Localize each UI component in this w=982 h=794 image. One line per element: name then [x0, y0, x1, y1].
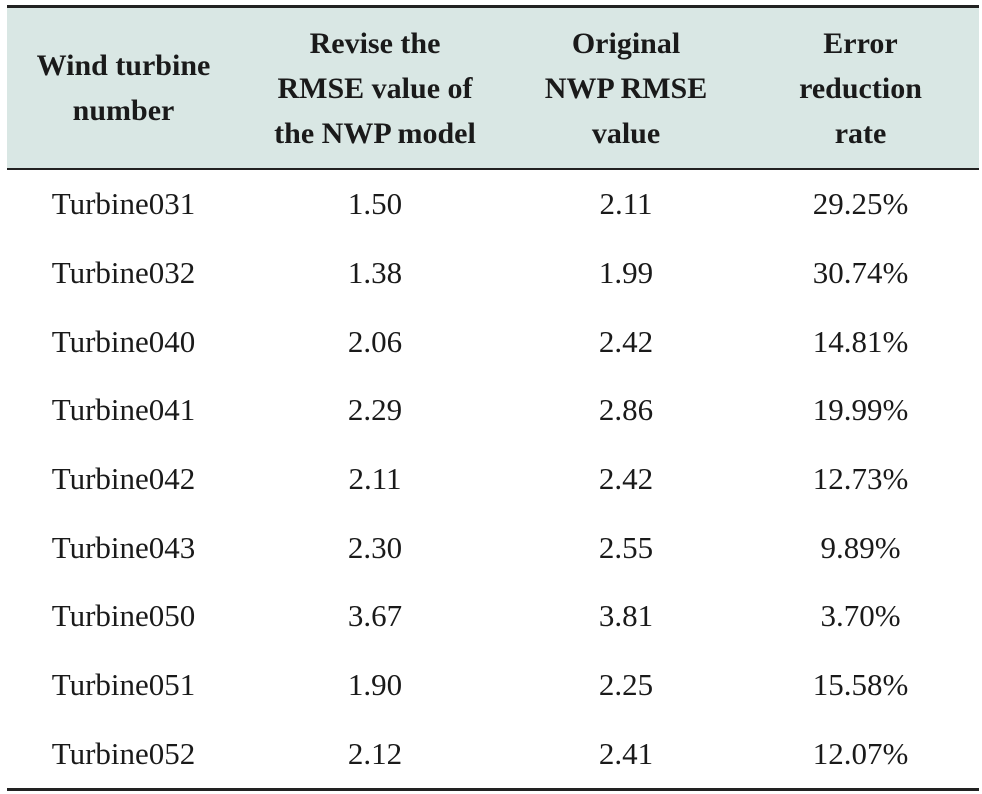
cell-revised-rmse: 2.11 [240, 445, 510, 514]
rmse-comparison-table-container: Wind turbine number Revise the RMSE valu… [7, 5, 979, 791]
cell-revised-rmse: 2.30 [240, 513, 510, 582]
cell-original-rmse: 3.81 [510, 582, 742, 651]
header-line: NWP RMSE [516, 66, 736, 111]
table-row: Turbine043 2.30 2.55 9.89% [7, 513, 979, 582]
cell-turbine-number: Turbine042 [7, 445, 240, 514]
header-line: rate [748, 111, 973, 156]
cell-error-reduction-rate: 12.07% [742, 720, 979, 790]
cell-error-reduction-rate: 29.25% [742, 169, 979, 239]
rmse-comparison-table: Wind turbine number Revise the RMSE valu… [7, 5, 979, 791]
header-line: RMSE value of [246, 66, 504, 111]
cell-revised-rmse: 1.50 [240, 169, 510, 239]
header-line: Revise the [246, 21, 504, 66]
cell-original-rmse: 2.86 [510, 376, 742, 445]
cell-revised-rmse: 2.29 [240, 376, 510, 445]
cell-turbine-number: Turbine040 [7, 307, 240, 376]
table-body: Turbine031 1.50 2.11 29.25% Turbine032 1… [7, 169, 979, 790]
header-turbine-number: Wind turbine number [7, 7, 240, 170]
table-row: Turbine040 2.06 2.42 14.81% [7, 307, 979, 376]
cell-revised-rmse: 2.12 [240, 720, 510, 790]
table-header: Wind turbine number Revise the RMSE valu… [7, 7, 979, 170]
table-row: Turbine032 1.38 1.99 30.74% [7, 239, 979, 308]
cell-error-reduction-rate: 3.70% [742, 582, 979, 651]
header-line: value [516, 111, 736, 156]
table-row: Turbine041 2.29 2.86 19.99% [7, 376, 979, 445]
header-line: Wind turbine [13, 43, 234, 88]
cell-turbine-number: Turbine052 [7, 720, 240, 790]
cell-original-rmse: 2.42 [510, 307, 742, 376]
cell-turbine-number: Turbine041 [7, 376, 240, 445]
header-line: Error [748, 21, 973, 66]
cell-error-reduction-rate: 15.58% [742, 651, 979, 720]
cell-original-rmse: 2.42 [510, 445, 742, 514]
header-error-reduction-rate: Error reduction rate [742, 7, 979, 170]
header-line: reduction [748, 66, 973, 111]
cell-revised-rmse: 3.67 [240, 582, 510, 651]
cell-revised-rmse: 2.06 [240, 307, 510, 376]
cell-error-reduction-rate: 30.74% [742, 239, 979, 308]
table-row: Turbine031 1.50 2.11 29.25% [7, 169, 979, 239]
cell-original-rmse: 2.11 [510, 169, 742, 239]
cell-turbine-number: Turbine051 [7, 651, 240, 720]
cell-error-reduction-rate: 14.81% [742, 307, 979, 376]
cell-revised-rmse: 1.38 [240, 239, 510, 308]
header-line: number [13, 88, 234, 133]
cell-original-rmse: 2.25 [510, 651, 742, 720]
cell-original-rmse: 2.55 [510, 513, 742, 582]
cell-original-rmse: 2.41 [510, 720, 742, 790]
table-row: Turbine052 2.12 2.41 12.07% [7, 720, 979, 790]
header-line: the NWP model [246, 111, 504, 156]
cell-error-reduction-rate: 19.99% [742, 376, 979, 445]
header-row: Wind turbine number Revise the RMSE valu… [7, 7, 979, 170]
cell-original-rmse: 1.99 [510, 239, 742, 308]
cell-error-reduction-rate: 9.89% [742, 513, 979, 582]
header-original-rmse: Original NWP RMSE value [510, 7, 742, 170]
header-line: Original [516, 21, 736, 66]
cell-turbine-number: Turbine031 [7, 169, 240, 239]
header-revised-rmse: Revise the RMSE value of the NWP model [240, 7, 510, 170]
cell-revised-rmse: 1.90 [240, 651, 510, 720]
table-row: Turbine042 2.11 2.42 12.73% [7, 445, 979, 514]
cell-turbine-number: Turbine043 [7, 513, 240, 582]
table-row: Turbine051 1.90 2.25 15.58% [7, 651, 979, 720]
cell-turbine-number: Turbine050 [7, 582, 240, 651]
cell-turbine-number: Turbine032 [7, 239, 240, 308]
table-row: Turbine050 3.67 3.81 3.70% [7, 582, 979, 651]
cell-error-reduction-rate: 12.73% [742, 445, 979, 514]
